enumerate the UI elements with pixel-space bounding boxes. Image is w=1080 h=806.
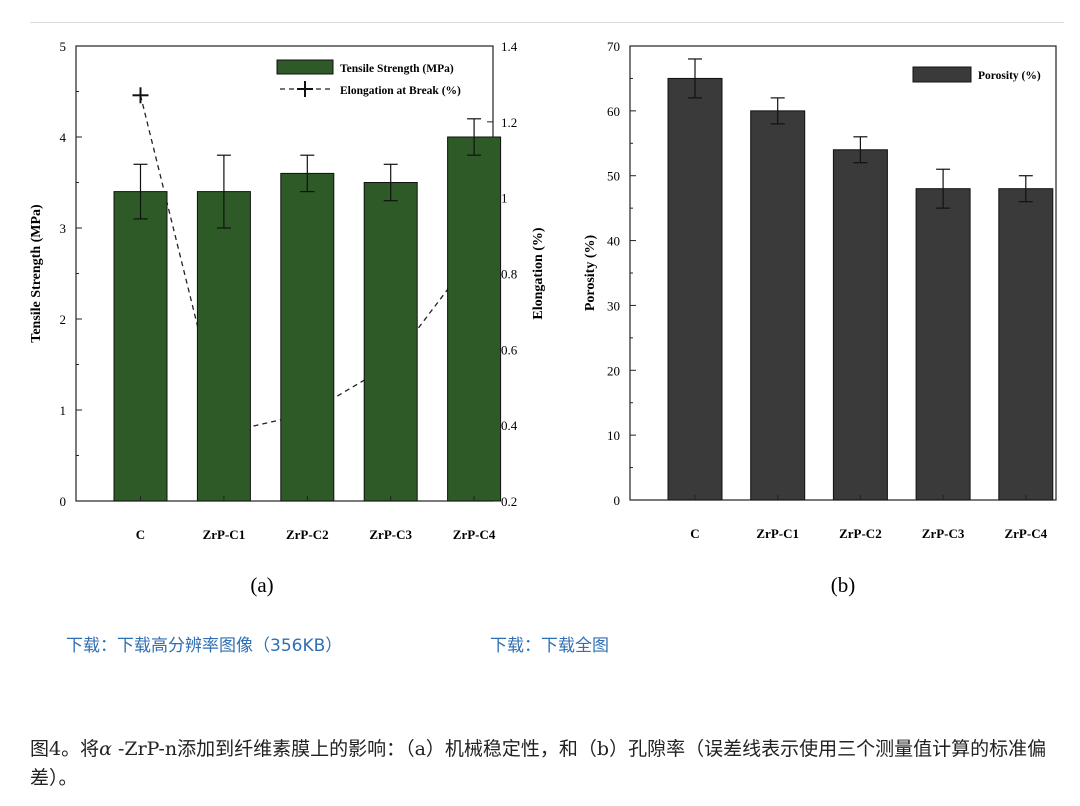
panel-b-ytick-label: 60 (607, 104, 620, 119)
panel-b-ytick-label: 70 (607, 39, 620, 54)
panel-a-ytick-label: 4 (60, 130, 67, 145)
panel-b-legend-bar-swatch (912, 66, 972, 83)
panel-a-y2tick-label: 0.4 (501, 418, 518, 433)
panel-a-legend-line-label: Elongation at Break (%) (340, 85, 461, 97)
download-full-link[interactable]: 下载：下载全图 (490, 636, 609, 656)
panel-a-y-axis-title: Tensile Strength (MPa) (29, 204, 44, 343)
panel-b-bar (667, 77, 723, 501)
panel-b-label: (b) (831, 573, 856, 597)
panel-b-bar (832, 149, 888, 501)
panel-b-ytick-label: 10 (607, 428, 620, 443)
panel-b-ytick-label: 20 (607, 363, 620, 378)
panel-a-xtick-label: C (136, 527, 145, 542)
panel-b-ytick-label: 30 (607, 298, 620, 313)
panel-a-bar (280, 172, 335, 502)
panel-a-xtick-label: ZrP-C1 (203, 527, 246, 542)
panel-b-bar (998, 188, 1054, 501)
panel-a-elongation-point (132, 87, 149, 104)
panel-a-y2tick-label: 1.4 (501, 39, 518, 54)
figure-caption: 图4。将α -ZrP-n添加到纤维素膜上的影响：（a）机械稳定性，和（b）孔隙率… (30, 735, 1070, 793)
panel-a-bar (196, 191, 251, 502)
panel-a-y2tick-label: 0.2 (501, 494, 517, 509)
panel-b-ytick-label: 40 (607, 234, 620, 249)
panel-a-label: (a) (250, 573, 273, 597)
top-divider (30, 22, 1064, 23)
panel-b-xtick-label: ZrP-C2 (839, 526, 882, 541)
panel-a-legend-bar-swatch (276, 59, 334, 75)
panel-b-xtick-label: ZrP-C3 (922, 526, 965, 541)
panel-a-y2tick-label: 0.8 (501, 267, 517, 282)
panel-a-y2tick-label: 1 (501, 191, 508, 206)
caption-alpha: α (99, 738, 112, 760)
panel-a-xtick-label: ZrP-C4 (453, 527, 496, 542)
panel-b-ytick-label: 0 (614, 493, 621, 508)
panel-b-bar (750, 110, 806, 501)
panel-b-xtick-label: C (690, 526, 699, 541)
panel-a-bar (447, 136, 502, 502)
download-hires-link[interactable]: 下载：下载高分辨率图像（356KB） (66, 636, 343, 656)
caption-prefix: 图4。将 (30, 738, 100, 760)
panel-a-xtick-label: ZrP-C3 (369, 527, 412, 542)
panel-a-bar (113, 191, 168, 502)
panel-b-xtick-label: ZrP-C1 (756, 526, 799, 541)
panel-a-ytick-label: 3 (60, 221, 67, 236)
figure: 0 1 2 3 4 5 0.2 0.4 0.6 0.8 1 1.2 1.4 Elongation (%) T… (29, 39, 1057, 597)
panel-a-legend-line-marker (297, 81, 313, 97)
panel-a-ytick-label: 1 (60, 403, 67, 418)
panel-a-xtick-label: ZrP-C2 (286, 527, 329, 542)
panel-b-bar (915, 188, 971, 501)
panel-a-legend-bar-label: Tensile Strength (MPa) (340, 63, 454, 75)
panel-b-ytick-label: 50 (607, 169, 620, 184)
panel-a-ytick-label: 2 (60, 312, 67, 327)
caption-text: -ZrP-n添加到纤维素膜上的影响：（a）机械稳定性，和（b）孔隙率（误差线表示… (30, 738, 1047, 789)
panel-b-xtick-label: ZrP-C4 (1004, 526, 1047, 541)
panel-a-bar (363, 182, 418, 502)
panel-a-y2-axis-title: Elongation (%) (531, 227, 546, 320)
panel-b-y-axis-title: Porosity (%) (583, 234, 598, 311)
panel-a-ytick-label: 5 (60, 39, 67, 54)
panel-a-y2tick-label: 0.6 (501, 342, 518, 357)
panel-a-y2tick-label: 1.2 (501, 115, 517, 130)
panel-b-legend-bar-label: Porosity (%) (978, 70, 1041, 82)
panel-a-ytick-label: 0 (60, 494, 67, 509)
